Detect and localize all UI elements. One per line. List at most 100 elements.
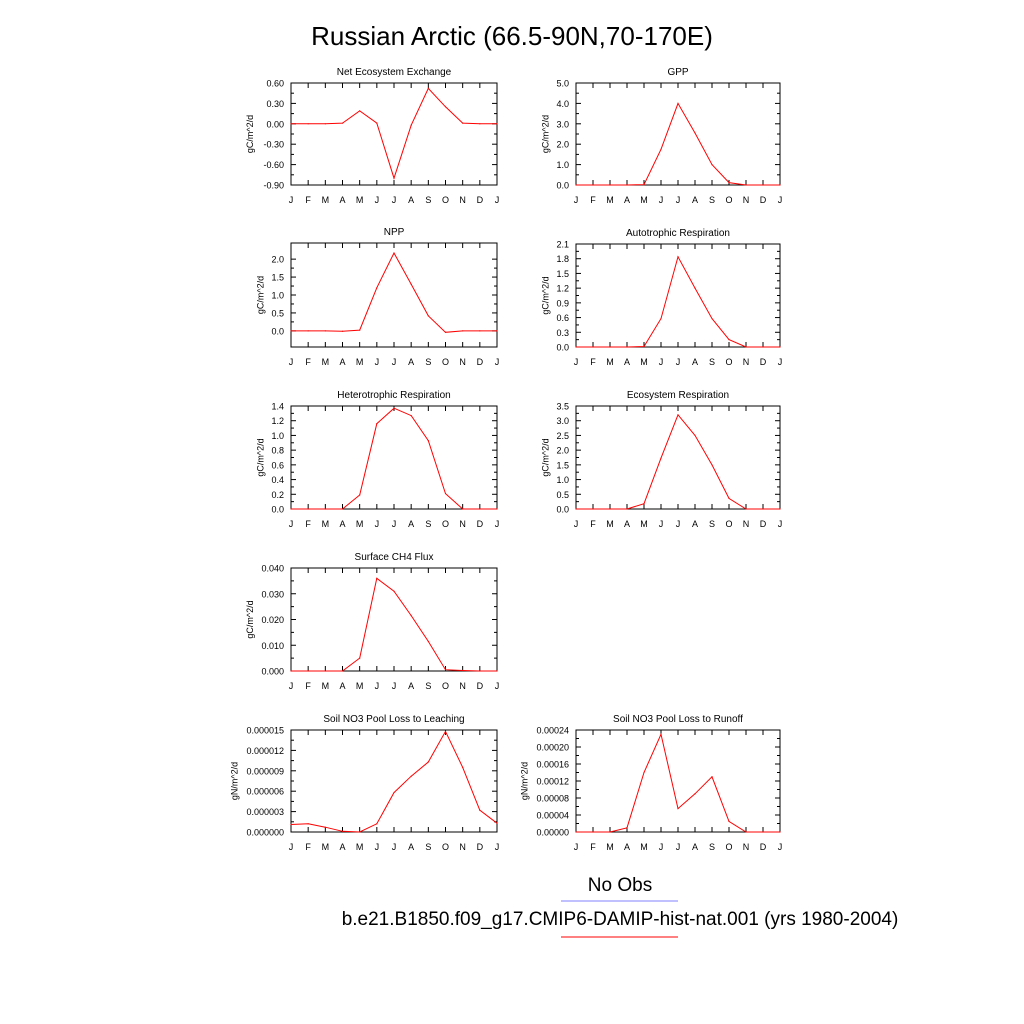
x-tick-label: D <box>760 519 767 529</box>
data-point <box>290 670 292 672</box>
data-point <box>307 823 309 825</box>
x-tick-label: A <box>624 842 630 852</box>
x-tick-label: J <box>676 842 681 852</box>
x-tick-label: D <box>477 519 484 529</box>
y-tick-label: 0.9 <box>556 298 569 308</box>
y-tick-label: 1.0 <box>271 291 284 301</box>
x-tick-label: J <box>778 842 783 852</box>
data-point <box>575 346 577 348</box>
series-line <box>291 87 497 180</box>
y-tick-label: 3.0 <box>556 416 569 426</box>
series-line <box>290 730 498 833</box>
x-tick-label: A <box>408 681 414 691</box>
x-tick-label: M <box>640 195 648 205</box>
x-tick-label: A <box>624 519 630 529</box>
x-tick-label: M <box>606 519 614 529</box>
legend: No Obs b.e21.B1850.f09_g17.CMIP6-DAMIP-h… <box>342 875 898 938</box>
data-point <box>376 287 378 289</box>
y-tick-label: 1.5 <box>556 269 569 279</box>
data-point <box>376 423 378 425</box>
y-tick-label: 1.8 <box>556 254 569 264</box>
x-tick-label: A <box>339 195 345 205</box>
data-point <box>324 826 326 828</box>
x-tick-label: J <box>676 519 681 529</box>
series-line <box>291 251 497 333</box>
x-tick-label: A <box>692 195 698 205</box>
y-tick-label: 2.5 <box>556 431 569 441</box>
data-point <box>728 497 730 500</box>
data-point <box>479 123 481 125</box>
x-tick-label: F <box>590 195 596 205</box>
y-tick-label: 1.4 <box>271 402 284 412</box>
x-tick-label: M <box>606 195 614 205</box>
data-point <box>393 177 395 179</box>
x-tick-label: A <box>408 842 414 852</box>
data-point <box>762 184 764 186</box>
x-tick-label: J <box>495 519 500 529</box>
data-point <box>694 287 696 289</box>
data-point <box>444 106 447 108</box>
y-tick-label: 0.8 <box>271 446 284 456</box>
y-tick-label: 0.2 <box>271 490 284 500</box>
x-tick-label: O <box>442 519 449 529</box>
chart-title: Net Ecosystem Exchange <box>337 67 452 78</box>
y-tick-label: 3.5 <box>556 402 569 412</box>
plot-frame <box>290 405 498 510</box>
x-tick-label: O <box>442 681 449 691</box>
x-tick-label: F <box>305 842 311 852</box>
data-point <box>462 766 464 769</box>
plot-frame <box>575 243 781 348</box>
data-point <box>728 339 730 341</box>
y-tick-label: 0.5 <box>556 490 569 500</box>
x-tick-label: A <box>339 519 345 529</box>
data-point <box>376 577 378 579</box>
y-tick-label: 0.30 <box>266 99 284 109</box>
data-point <box>575 508 577 510</box>
data-point <box>376 823 378 825</box>
plot-frame <box>575 82 781 186</box>
x-tick-label: S <box>709 842 715 852</box>
x-tick-label: J <box>574 357 579 367</box>
data-point <box>359 329 361 331</box>
data-point <box>393 252 395 254</box>
y-tick-label: 0.00016 <box>536 760 569 770</box>
y-tick-label: -0.60 <box>263 160 284 170</box>
data-point <box>393 407 395 409</box>
y-tick-label: 0.000009 <box>246 766 284 776</box>
data-point <box>745 831 747 833</box>
x-tick-label: O <box>725 842 732 852</box>
data-point <box>643 345 645 348</box>
x-tick-label: N <box>743 519 750 529</box>
x-tick-label: M <box>640 519 648 529</box>
data-point <box>762 831 764 833</box>
y-tick-label: 0.0 <box>271 326 284 336</box>
x-tick-label: J <box>289 519 294 529</box>
y-axis-label: gN/m^2/d <box>229 762 239 800</box>
data-point <box>410 414 412 417</box>
y-tick-label: 0.00000 <box>536 828 569 838</box>
y-tick-label: 2.1 <box>556 240 569 250</box>
data-point <box>290 508 292 510</box>
data-point <box>427 640 429 642</box>
x-tick-label: J <box>375 195 380 205</box>
x-tick-label: M <box>356 357 364 367</box>
x-tick-label: D <box>477 357 484 367</box>
data-point <box>479 670 481 672</box>
y-axis-label: gC/m^2/d <box>245 115 255 153</box>
chart-title: Heterotrophic Respiration <box>337 390 450 401</box>
data-point <box>496 508 498 510</box>
y-tick-label: 2.0 <box>556 140 569 150</box>
x-tick-label: F <box>305 195 311 205</box>
data-point <box>711 464 713 466</box>
y-tick-label: 0.00024 <box>536 726 569 736</box>
x-tick-label: F <box>305 681 311 691</box>
data-point <box>393 590 395 592</box>
x-tick-label: J <box>392 681 397 691</box>
data-point <box>444 492 447 495</box>
data-point <box>359 831 361 833</box>
data-point <box>462 669 464 672</box>
data-point <box>496 330 498 332</box>
data-point <box>479 330 481 332</box>
